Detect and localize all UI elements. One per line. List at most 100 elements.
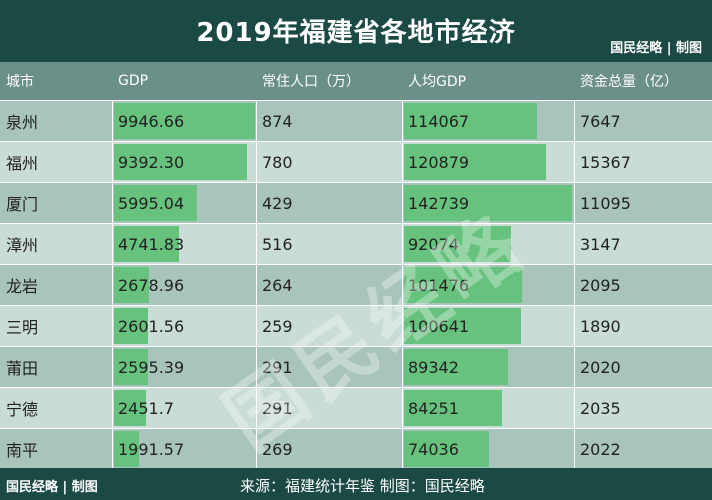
gdp-cell: 9946.66 <box>112 101 256 141</box>
city-cell: 莆田 <box>0 347 112 387</box>
column-divider <box>112 265 113 305</box>
column-divider <box>112 347 113 387</box>
column-divider <box>402 265 403 305</box>
gdp-per-capita-cell: 84251 <box>402 388 574 428</box>
population-cell-text: 874 <box>262 111 293 131</box>
column-divider <box>574 101 575 141</box>
column-divider <box>574 224 575 264</box>
gdp-cell-text: 2595.39 <box>118 357 185 377</box>
column-divider <box>402 142 403 182</box>
city-cell: 泉州 <box>0 101 112 141</box>
gdp-per-capita-bar <box>404 390 502 426</box>
city-cell-text: 泉州 <box>6 113 39 132</box>
city-cell: 三明 <box>0 306 112 346</box>
column-divider <box>256 347 257 387</box>
funds-cell-text: 3147 <box>580 234 621 254</box>
gdp-bar <box>114 267 149 303</box>
population-cell-text: 780 <box>262 152 293 172</box>
column-divider <box>574 142 575 182</box>
population-cell-text: 269 <box>262 439 293 459</box>
gdp-bar <box>114 431 139 467</box>
table-row: 南平 1991.57 269 74036 2022 <box>0 429 712 470</box>
page-title: 2019年福建省各地市经济 <box>196 18 516 48</box>
gdp-cell-text: 1991.57 <box>118 439 185 459</box>
gdp-per-capita-bar <box>404 226 511 262</box>
city-cell: 龙岩 <box>0 265 112 305</box>
city-cell: 福州 <box>0 142 112 182</box>
funds-cell: 11095 <box>574 183 712 223</box>
gdp-bar <box>114 390 146 426</box>
gdp-per-capita-bar <box>404 431 489 467</box>
column-divider <box>112 224 113 264</box>
gdp-cell: 2451.7 <box>112 388 256 428</box>
funds-cell-text: 11095 <box>580 193 631 213</box>
gdp-cell: 2595.39 <box>112 347 256 387</box>
column-divider <box>112 388 113 428</box>
column-divider <box>574 183 575 223</box>
funds-cell-text: 1890 <box>580 316 621 336</box>
city-cell-text: 莆田 <box>6 359 39 378</box>
table-row: 龙岩 2678.96 264 101476 2095 <box>0 265 712 306</box>
population-cell: 259 <box>256 306 402 346</box>
column-divider <box>112 183 113 223</box>
header-banner: 2019年福建省各地市经济 国民经略 | 制图 <box>0 0 712 62</box>
funds-cell: 2035 <box>574 388 712 428</box>
city-cell: 漳州 <box>0 224 112 264</box>
funds-cell: 2022 <box>574 429 712 469</box>
funds-cell: 3147 <box>574 224 712 264</box>
table-row: 厦门 5995.04 429 142739 11095 <box>0 183 712 224</box>
gdp-per-capita-cell: 101476 <box>402 265 574 305</box>
table-row: 福州 9392.30 780 120879 15367 <box>0 142 712 183</box>
population-cell-text: 259 <box>262 316 293 336</box>
gdp-per-capita-cell-text: 120879 <box>408 152 470 172</box>
population-cell: 291 <box>256 388 402 428</box>
gdp-per-capita-cell: 89342 <box>402 347 574 387</box>
column-header-gdp-per-capita: 人均GDP <box>408 74 467 90</box>
column-divider <box>112 306 113 346</box>
population-cell-text: 429 <box>262 193 293 213</box>
gdp-cell: 5995.04 <box>112 183 256 223</box>
city-cell: 厦门 <box>0 183 112 223</box>
gdp-cell-text: 9946.66 <box>118 111 185 131</box>
gdp-cell-text: 4741.83 <box>118 234 185 254</box>
funds-cell: 2095 <box>574 265 712 305</box>
gdp-per-capita-cell: 120879 <box>402 142 574 182</box>
city-cell-text: 漳州 <box>6 236 39 255</box>
gdp-bar <box>114 308 148 344</box>
gdp-per-capita-cell: 100641 <box>402 306 574 346</box>
gdp-per-capita-bar <box>404 103 537 139</box>
gdp-per-capita-bar <box>404 144 546 180</box>
population-cell: 269 <box>256 429 402 469</box>
funds-cell-text: 2035 <box>580 398 621 418</box>
gdp-per-capita-cell: 92074 <box>402 224 574 264</box>
table-row: 三明 2601.56 259 100641 1890 <box>0 306 712 347</box>
gdp-per-capita-cell-text: 101476 <box>408 275 470 295</box>
column-divider <box>402 224 403 264</box>
column-divider <box>402 429 403 469</box>
column-divider <box>402 388 403 428</box>
gdp-per-capita-cell-text: 114067 <box>408 111 470 131</box>
column-divider <box>112 101 113 141</box>
gdp-per-capita-cell-text: 84251 <box>408 398 459 418</box>
gdp-per-capita-cell-text: 142739 <box>408 193 470 213</box>
column-header-city: 城市 <box>6 74 34 90</box>
gdp-per-capita-bar <box>404 267 522 303</box>
column-divider <box>402 183 403 223</box>
population-cell-text: 291 <box>262 398 293 418</box>
table-header-row: 城市 GDP 常住人口（万） 人均GDP 资金总量（亿） <box>0 62 712 101</box>
footer-source: 来源：福建统计年鉴 制图：国民经略 <box>240 477 485 495</box>
column-divider <box>574 306 575 346</box>
gdp-cell: 2601.56 <box>112 306 256 346</box>
column-divider <box>574 388 575 428</box>
gdp-cell: 9392.30 <box>112 142 256 182</box>
column-divider <box>402 306 403 346</box>
gdp-per-capita-bar <box>404 308 521 344</box>
population-cell: 874 <box>256 101 402 141</box>
funds-cell: 2020 <box>574 347 712 387</box>
column-divider <box>402 347 403 387</box>
gdp-cell-text: 2678.96 <box>118 275 185 295</box>
footer-brand: 国民经略 | 制图 <box>6 480 98 495</box>
column-divider <box>574 265 575 305</box>
city-cell: 宁德 <box>0 388 112 428</box>
gdp-cell: 2678.96 <box>112 265 256 305</box>
